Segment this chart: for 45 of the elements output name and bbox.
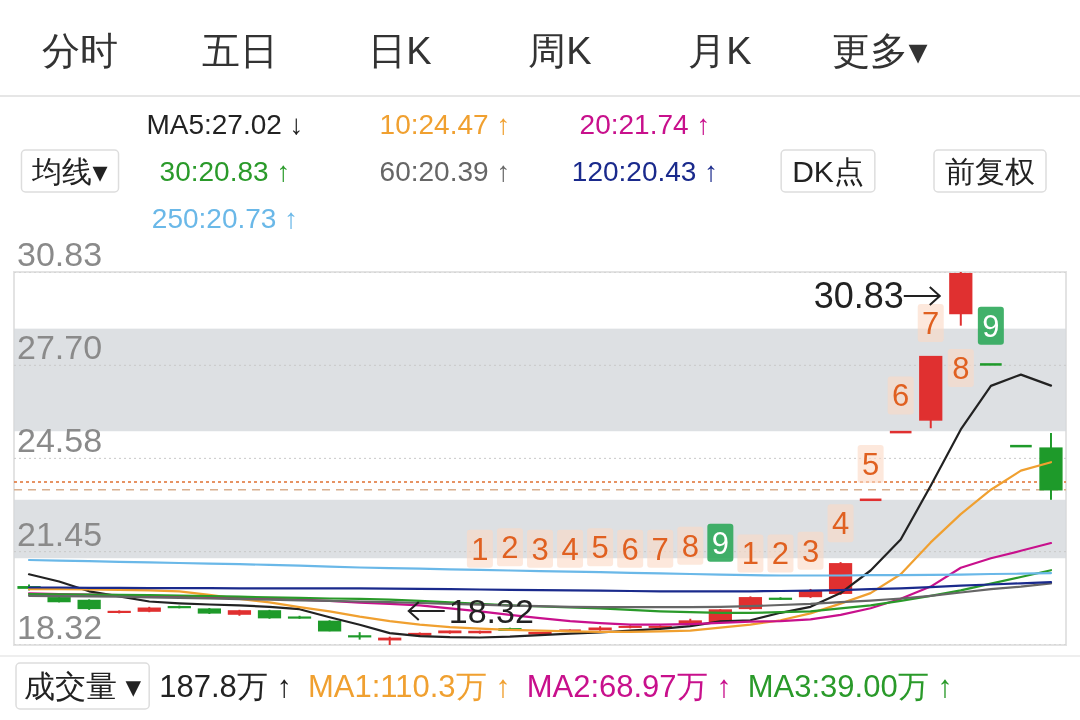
- y-tick-label: 21.45: [17, 514, 103, 553]
- text: 前复权: [945, 155, 1035, 188]
- annotation: 1: [741, 536, 760, 572]
- y-tick-label: 24.58: [17, 421, 103, 460]
- y-tick-label: 27.70: [17, 328, 103, 367]
- annotation: 7: [651, 531, 669, 567]
- annotation: 2: [771, 536, 790, 572]
- annotation: 6: [892, 378, 910, 414]
- text: 30:20.83 ↑: [159, 156, 291, 187]
- text: 60:20.39 ↑: [379, 156, 511, 187]
- annotation: 30.83: [813, 275, 904, 316]
- text: 10:24.47 ↑: [379, 109, 511, 140]
- text: MA3:39.00万 ↑: [747, 669, 953, 704]
- annotation: 5: [591, 530, 609, 566]
- annotation: 6: [621, 531, 639, 567]
- annotation: 3: [531, 531, 549, 567]
- text: MA1:110.3万 ↑: [307, 669, 511, 704]
- annotation: 9: [982, 308, 1000, 344]
- text: DK点: [792, 155, 864, 188]
- y-tick-label: 30.83: [17, 235, 103, 273]
- text: MA5:27.02 ↓: [146, 109, 304, 140]
- annotation: 7: [922, 305, 940, 341]
- annotation: 8: [681, 528, 699, 564]
- text: 120:20.43 ↑: [571, 156, 719, 187]
- annotation: 2: [501, 530, 519, 566]
- annotation: 5: [862, 447, 880, 483]
- text: 日K: [368, 30, 432, 72]
- text: 五日: [202, 30, 278, 72]
- text: 250:20.73 ↑: [151, 203, 299, 234]
- text: 更多▾: [832, 30, 928, 72]
- annotation: 3: [801, 533, 820, 569]
- annotation: 4: [561, 531, 579, 567]
- text: 月K: [688, 30, 752, 72]
- text: 分时: [42, 30, 118, 72]
- annotation: 1: [471, 531, 489, 567]
- annotation: 9: [711, 525, 729, 561]
- text: 187.8万 ↑: [159, 669, 292, 704]
- annotation: 4: [831, 506, 850, 542]
- x-axis-title: 成交量 ▾: [24, 669, 142, 704]
- text: 20:21.74 ↑: [579, 109, 711, 140]
- text: MA2:68.97万 ↑: [526, 669, 732, 704]
- annotation: 8: [952, 351, 970, 387]
- y-tick-label: 18.32: [17, 608, 103, 646]
- text: 周K: [528, 30, 592, 72]
- text: 均线▾: [31, 155, 108, 188]
